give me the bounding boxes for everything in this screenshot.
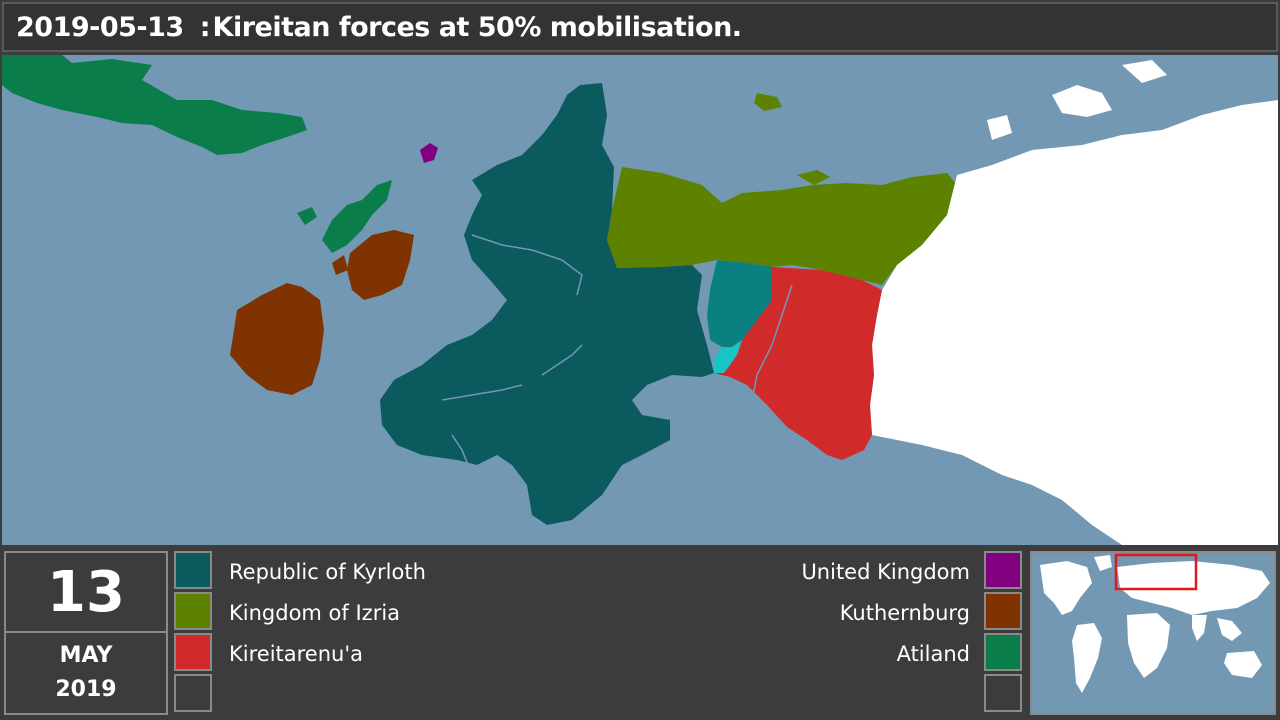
river-kireitarenua — [751, 284, 793, 401]
region-kuthernburg-islet — [332, 255, 348, 275]
legend-swatch-atiland — [984, 633, 1022, 671]
region-kireitarenua — [714, 267, 882, 460]
minimap-americas — [1040, 561, 1092, 615]
region-atiland-islands — [322, 180, 392, 253]
region-kireitan-occupied-cyan — [714, 340, 742, 373]
region-uk-island — [420, 143, 438, 163]
region-izria-islet-2 — [797, 170, 830, 185]
legend-swatch-empty-right — [984, 674, 1022, 712]
minimap-africa — [1127, 613, 1170, 678]
minimap-greenland — [1094, 555, 1112, 571]
title-bar: 2019-05-13 : Kireitan forces at 50% mobi… — [2, 2, 1278, 52]
title-separator: : — [199, 11, 211, 43]
region-izria — [607, 167, 957, 285]
legend-swatch-izria — [174, 592, 212, 630]
date-day: 13 — [6, 553, 166, 633]
title-text: Kireitan forces at 50% mobilisation. — [212, 11, 743, 43]
region-neutral-north-2 — [1122, 60, 1167, 83]
region-neutral-east — [870, 100, 1278, 545]
minimap-india — [1192, 615, 1207, 641]
legend-swatch-kireitarenua — [174, 633, 212, 671]
minimap-se-asia — [1217, 618, 1242, 641]
region-neutral-north-1 — [1052, 85, 1112, 117]
legend-swatch-uk — [984, 551, 1022, 589]
date-year: 2019 — [55, 677, 117, 702]
minimap-south-america — [1072, 623, 1102, 693]
legend-label-uk: United Kingdom — [801, 560, 970, 584]
legend-swatch-kyrloth — [174, 551, 212, 589]
region-kuthernburg-west — [230, 283, 324, 395]
region-izria-islet-1 — [754, 93, 782, 111]
date-box: 13 MAY 2019 — [4, 551, 168, 715]
minimap-viewport-indicator — [1114, 553, 1198, 591]
region-kuthernburg-east — [347, 230, 414, 300]
title-date: 2019-05-13 — [16, 11, 184, 43]
river-kyrloth-2 — [441, 384, 523, 401]
region-kireitan-occupied — [707, 260, 772, 347]
river-kyrloth-3 — [541, 344, 583, 376]
legend-label-kuthernburg: Kuthernburg — [839, 601, 970, 625]
legend-label-izria: Kingdom of Izria — [229, 601, 401, 625]
main-map[interactable] — [2, 55, 1278, 545]
legend-label-kireitarenua: Kireitarenu'a — [229, 642, 363, 666]
legend-swatch-empty-left — [174, 674, 212, 712]
minimap-australia — [1224, 651, 1262, 678]
region-neutral-north-3 — [987, 115, 1012, 140]
map-svg — [2, 55, 1278, 545]
region-atiland-north — [2, 55, 307, 155]
minimap-svg — [1040, 553, 1270, 693]
legend-label-kyrloth: Republic of Kyrloth — [229, 560, 426, 584]
region-atiland-islet — [297, 207, 317, 225]
world-minimap[interactable] — [1030, 551, 1276, 715]
river-kyrloth-1 — [471, 234, 583, 296]
river-kyrloth-4 — [451, 434, 473, 476]
region-kyrloth — [380, 83, 714, 525]
legend-label-atiland: Atiland — [896, 642, 970, 666]
date-month: MAY — [59, 643, 113, 668]
legend-swatch-kuthernburg — [984, 592, 1022, 630]
